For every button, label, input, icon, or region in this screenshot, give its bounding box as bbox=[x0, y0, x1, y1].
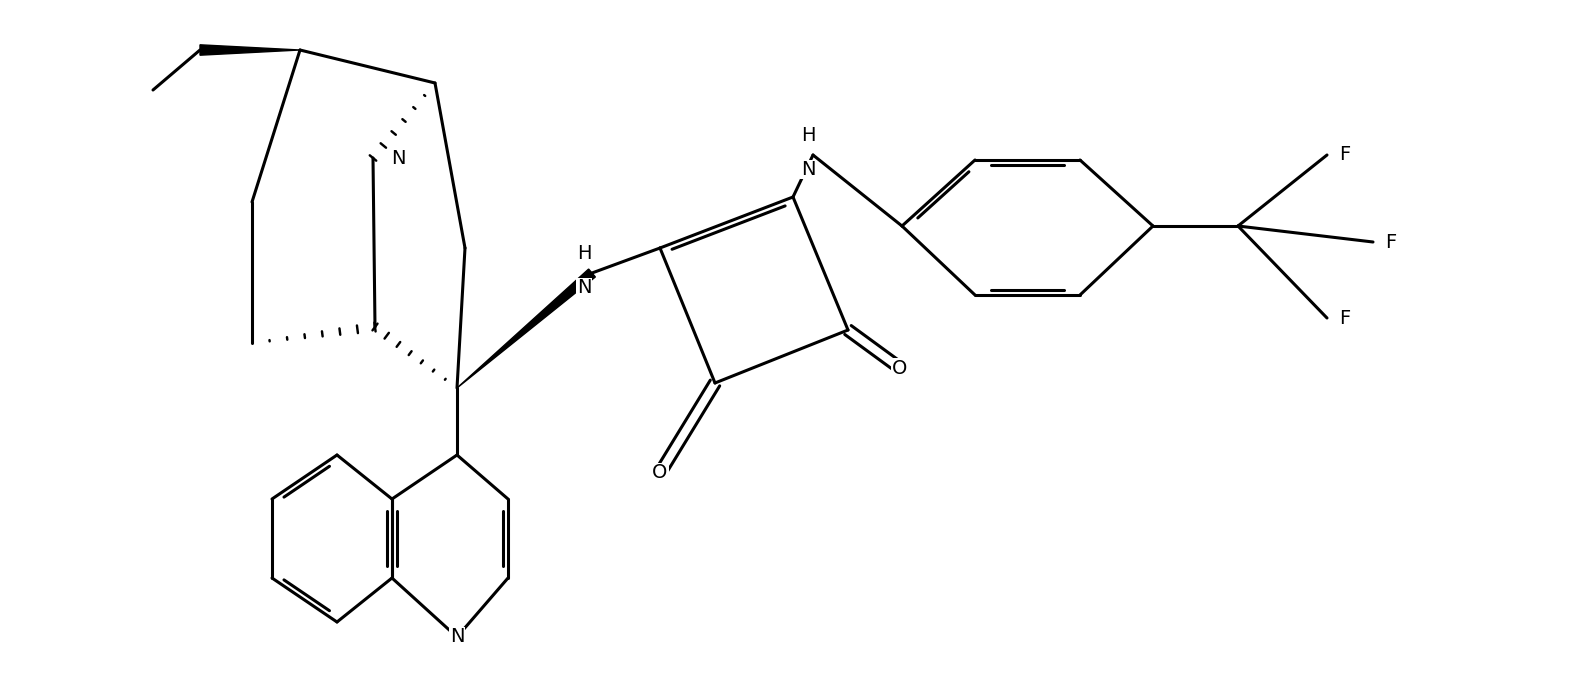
Text: N: N bbox=[801, 160, 816, 179]
Text: H: H bbox=[801, 126, 816, 145]
Text: F: F bbox=[1339, 145, 1350, 164]
Text: O: O bbox=[892, 358, 908, 377]
Polygon shape bbox=[200, 45, 300, 55]
Text: H: H bbox=[576, 244, 591, 263]
Text: N: N bbox=[391, 149, 405, 168]
Text: F: F bbox=[1385, 233, 1396, 251]
Polygon shape bbox=[456, 269, 595, 388]
Text: O: O bbox=[653, 464, 667, 483]
Text: F: F bbox=[1339, 308, 1350, 327]
Text: N: N bbox=[576, 278, 591, 297]
Text: N: N bbox=[450, 627, 464, 646]
